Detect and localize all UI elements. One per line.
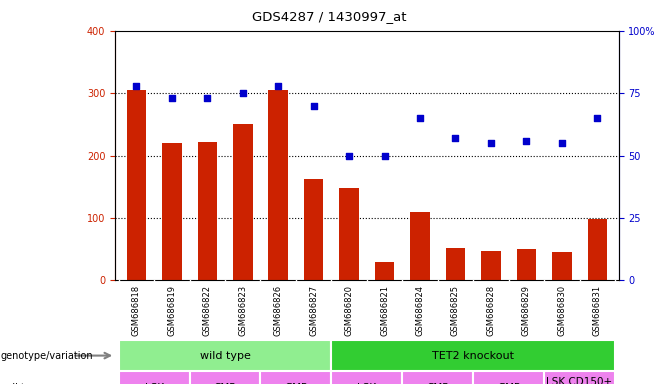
Bar bbox=[197, 142, 217, 280]
Point bbox=[202, 95, 213, 101]
Bar bbox=[375, 262, 394, 280]
Point bbox=[344, 152, 355, 159]
Text: GSM686829: GSM686829 bbox=[522, 285, 531, 336]
Bar bbox=[162, 143, 182, 280]
Text: GSM686828: GSM686828 bbox=[486, 285, 495, 336]
Point bbox=[592, 115, 603, 121]
Text: genotype/variation: genotype/variation bbox=[1, 351, 93, 361]
Text: GSM686826: GSM686826 bbox=[274, 285, 283, 336]
Text: GSM686831: GSM686831 bbox=[593, 285, 602, 336]
Bar bbox=[261, 371, 332, 384]
Point bbox=[415, 115, 425, 121]
Text: GSM686819: GSM686819 bbox=[167, 285, 176, 336]
Point bbox=[273, 83, 284, 89]
Bar bbox=[332, 340, 615, 371]
Text: GSM686825: GSM686825 bbox=[451, 285, 460, 336]
Text: GMP: GMP bbox=[284, 383, 307, 384]
Bar bbox=[332, 371, 402, 384]
Bar bbox=[118, 371, 190, 384]
Text: cell type: cell type bbox=[1, 383, 43, 384]
Bar bbox=[544, 371, 615, 384]
Bar bbox=[410, 212, 430, 280]
Point bbox=[450, 135, 461, 141]
Bar bbox=[402, 371, 473, 384]
Bar bbox=[190, 371, 261, 384]
Bar bbox=[268, 90, 288, 280]
Point bbox=[379, 152, 390, 159]
Text: GDS4287 / 1430997_at: GDS4287 / 1430997_at bbox=[252, 10, 406, 23]
Point bbox=[131, 83, 141, 89]
Text: GSM686820: GSM686820 bbox=[345, 285, 353, 336]
Text: LSK CD150+
sorted: LSK CD150+ sorted bbox=[546, 377, 613, 384]
Bar bbox=[233, 124, 253, 280]
Text: GSM686830: GSM686830 bbox=[557, 285, 567, 336]
Text: GMP: GMP bbox=[497, 383, 520, 384]
Bar bbox=[473, 371, 544, 384]
Bar bbox=[481, 251, 501, 280]
Text: GSM686823: GSM686823 bbox=[238, 285, 247, 336]
Point bbox=[309, 103, 319, 109]
Point bbox=[521, 137, 532, 144]
Bar bbox=[127, 90, 146, 280]
Text: GSM686822: GSM686822 bbox=[203, 285, 212, 336]
Text: GSM686827: GSM686827 bbox=[309, 285, 318, 336]
Text: CMP: CMP bbox=[214, 383, 236, 384]
Bar bbox=[340, 188, 359, 280]
Text: wild type: wild type bbox=[199, 351, 251, 361]
Point bbox=[166, 95, 177, 101]
Point bbox=[238, 90, 248, 96]
Text: LSK: LSK bbox=[145, 383, 164, 384]
Point bbox=[557, 140, 567, 146]
Bar bbox=[588, 219, 607, 280]
Text: GSM686824: GSM686824 bbox=[415, 285, 424, 336]
Text: LSK: LSK bbox=[357, 383, 376, 384]
Bar bbox=[552, 252, 572, 280]
Point bbox=[486, 140, 496, 146]
Text: GSM686818: GSM686818 bbox=[132, 285, 141, 336]
Bar bbox=[304, 179, 324, 280]
Text: TET2 knockout: TET2 knockout bbox=[432, 351, 514, 361]
Bar bbox=[517, 249, 536, 280]
Text: CMP: CMP bbox=[426, 383, 449, 384]
Text: GSM686821: GSM686821 bbox=[380, 285, 389, 336]
Bar bbox=[118, 340, 332, 371]
Bar bbox=[445, 248, 465, 280]
